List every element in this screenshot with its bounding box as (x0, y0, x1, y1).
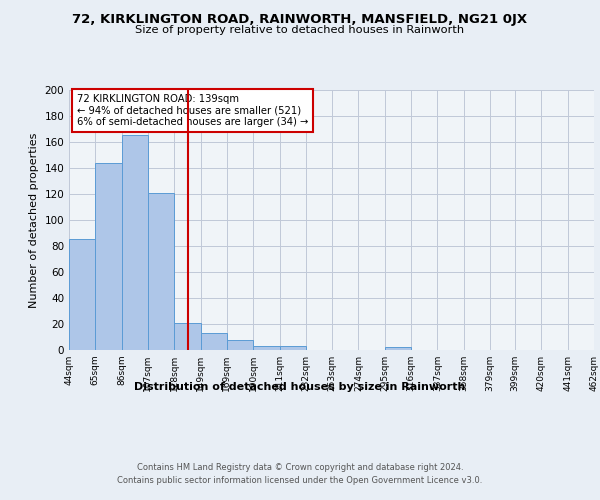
Text: 72, KIRKLINGTON ROAD, RAINWORTH, MANSFIELD, NG21 0JX: 72, KIRKLINGTON ROAD, RAINWORTH, MANSFIE… (73, 12, 527, 26)
Bar (148, 192, 174, 350)
Text: Size of property relative to detached houses in Rainworth: Size of property relative to detached ho… (136, 25, 464, 35)
Bar (385, 348, 411, 350)
Bar (174, 322, 200, 350)
Bar (253, 346, 280, 350)
Y-axis label: Number of detached properties: Number of detached properties (29, 132, 39, 308)
Bar (227, 340, 253, 350)
Bar (69, 240, 95, 350)
Text: Distribution of detached houses by size in Rainworth: Distribution of detached houses by size … (134, 382, 466, 392)
Bar (280, 346, 306, 350)
Bar (200, 333, 227, 350)
Text: Contains HM Land Registry data © Crown copyright and database right 2024.: Contains HM Land Registry data © Crown c… (137, 462, 463, 471)
Bar (95, 163, 122, 350)
Bar (122, 136, 148, 350)
Text: Contains public sector information licensed under the Open Government Licence v3: Contains public sector information licen… (118, 476, 482, 485)
Text: 72 KIRKLINGTON ROAD: 139sqm
← 94% of detached houses are smaller (521)
6% of sem: 72 KIRKLINGTON ROAD: 139sqm ← 94% of det… (77, 94, 308, 127)
